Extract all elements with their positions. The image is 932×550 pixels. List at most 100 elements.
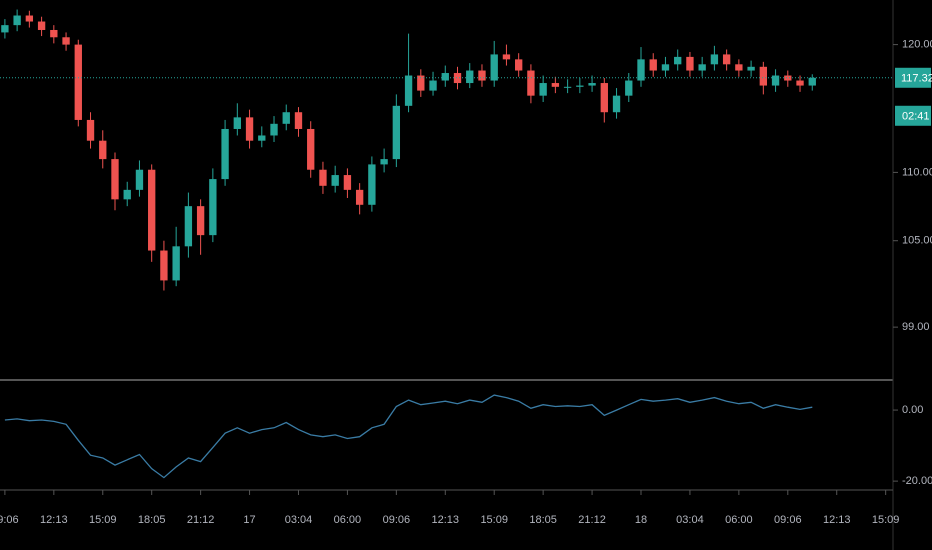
candle-body <box>282 112 290 124</box>
candle-body <box>466 70 474 84</box>
candle-body <box>563 86 572 88</box>
candle-body <box>86 119 95 141</box>
candle-body <box>368 164 376 205</box>
x-tick-label: 18 <box>635 514 647 526</box>
last-price-label: 117.32 <box>901 73 932 85</box>
candle-body <box>184 206 193 247</box>
candle-body <box>576 85 584 87</box>
candle-body <box>404 75 413 106</box>
candle-body <box>796 80 804 86</box>
x-tick-label: 17 <box>243 514 255 526</box>
candle-body <box>99 140 107 160</box>
candle-body <box>258 135 266 141</box>
candle-body <box>625 80 633 96</box>
candle-body <box>50 29 58 38</box>
y-tick-label: 99.00 <box>902 321 930 333</box>
candle-body <box>441 73 449 81</box>
x-tick-label: 06:00 <box>334 514 362 526</box>
x-tick-label: 18:05 <box>529 514 557 526</box>
candle-body <box>490 54 498 81</box>
candle-body <box>539 83 547 96</box>
candle-body <box>710 54 719 65</box>
candle-body <box>245 117 254 141</box>
candle-body <box>649 59 657 71</box>
candle-body <box>417 75 425 91</box>
countdown-box <box>895 105 931 126</box>
candle-body <box>209 179 217 236</box>
candle-body <box>686 56 694 71</box>
candle-body <box>771 75 780 86</box>
indicator-line <box>4 394 813 479</box>
candle-body <box>294 112 303 129</box>
candle-body <box>637 59 645 81</box>
candle-body <box>307 128 315 170</box>
candle-body <box>661 64 670 71</box>
candle-body <box>551 83 560 87</box>
x-tick-label: 09:06 <box>774 514 802 526</box>
last-price-box <box>895 67 931 88</box>
candle-body <box>380 159 388 165</box>
candle-body <box>722 54 731 65</box>
y-tick-label: -20.00 <box>902 475 932 487</box>
x-tick-label: 15:09 <box>480 514 508 526</box>
y-tick-label: 110.00 <box>902 166 932 178</box>
candle-body <box>160 250 168 281</box>
candle-body <box>343 175 352 190</box>
candle-body <box>37 21 46 30</box>
candle-body <box>453 73 462 84</box>
candle-body <box>74 44 82 120</box>
candle-body <box>172 246 180 281</box>
candle-body <box>196 206 205 236</box>
candle-body <box>392 105 401 160</box>
candle-body <box>808 77 816 86</box>
x-tick-label: 12:13 <box>432 514 460 526</box>
candle-body <box>527 70 535 96</box>
x-tick-label: 09:06 <box>0 514 19 526</box>
candle-body <box>355 189 364 205</box>
candle-body <box>478 70 486 81</box>
x-tick-label: 06:00 <box>725 514 753 526</box>
candle-body <box>123 189 131 200</box>
x-tick-label: 03:04 <box>676 514 704 526</box>
candle-body <box>233 117 241 129</box>
candle-body <box>759 66 768 86</box>
countdown-label: 02:41 <box>902 111 930 123</box>
x-tick-label: 03:04 <box>285 514 313 526</box>
x-tick-label: 15:09 <box>89 514 117 526</box>
candle-body <box>111 159 119 200</box>
y-tick-label: 0.00 <box>902 404 923 416</box>
candle-body <box>62 37 70 45</box>
candle-body <box>502 54 511 60</box>
candle-body <box>221 128 229 180</box>
candle-body <box>25 15 34 22</box>
candle-body <box>784 75 792 81</box>
x-tick-label: 21:12 <box>187 514 215 526</box>
candle-body <box>13 15 21 26</box>
candle-body <box>600 83 608 113</box>
y-tick-label: 105.00 <box>902 235 932 247</box>
x-tick-label: 12:13 <box>40 514 68 526</box>
y-tick-label: 120.00 <box>902 39 932 51</box>
x-tick-label: 21:12 <box>578 514 606 526</box>
x-tick-label: 12:13 <box>823 514 851 526</box>
candle-body <box>588 83 596 86</box>
candle-body <box>515 59 523 71</box>
x-tick-label: 09:06 <box>383 514 411 526</box>
x-tick-label: 15:09 <box>872 514 900 526</box>
candle-body <box>698 64 706 71</box>
candle-body <box>1 25 9 33</box>
candle-body <box>135 169 144 190</box>
x-tick-label: 18:05 <box>138 514 166 526</box>
candle-body <box>612 95 621 113</box>
candle-body <box>270 123 278 136</box>
candle-body <box>735 64 743 71</box>
candle-body <box>331 175 339 186</box>
candle-body <box>148 169 156 251</box>
candle-body <box>319 169 327 186</box>
candle-body <box>747 66 755 71</box>
candle-body <box>674 56 682 65</box>
candle-body <box>429 80 437 91</box>
